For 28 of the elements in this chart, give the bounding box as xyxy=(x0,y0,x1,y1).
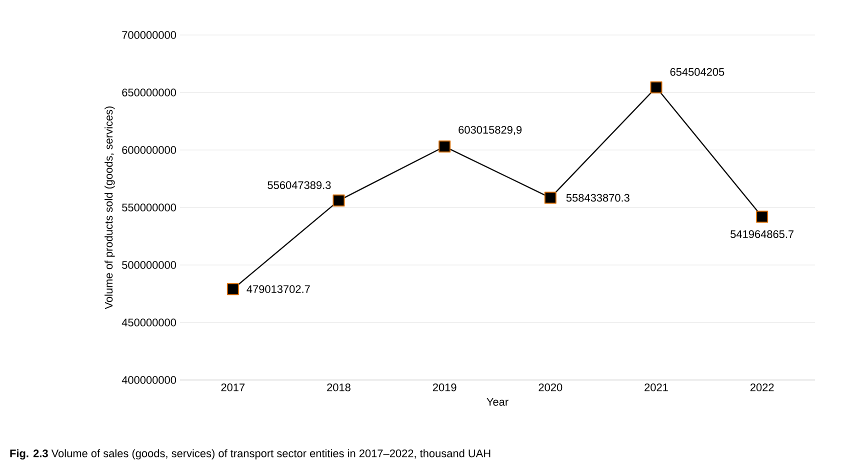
x-tick-label: 2021 xyxy=(644,384,668,392)
point xyxy=(438,140,451,153)
x-tick-label: 2019 xyxy=(432,384,456,392)
point xyxy=(544,192,556,204)
y-tick-label: 550000000 xyxy=(122,204,176,212)
data-label: 558433870.3 xyxy=(566,194,630,202)
y-tick-label: 650000000 xyxy=(122,88,176,96)
data-label: 556047389.3 xyxy=(268,181,331,190)
y-axis-title: Volume of products sold (goods, services) xyxy=(104,106,115,310)
y-tick-label: 450000000 xyxy=(122,318,176,326)
y-tick-label: 400000000 xyxy=(122,376,176,384)
point xyxy=(650,81,662,94)
point xyxy=(226,283,239,296)
point xyxy=(756,210,768,223)
data-label: 479013702.7 xyxy=(246,285,310,294)
data-label: 603015829,9 xyxy=(458,126,522,136)
x-tick-label: 2017 xyxy=(221,384,245,392)
y-tick-label: 700000000 xyxy=(122,31,176,39)
x-tick-label: 2020 xyxy=(538,384,562,392)
data-label: 541964865.7 xyxy=(730,230,794,238)
y-tick-label: 600000000 xyxy=(122,146,176,154)
point xyxy=(332,194,345,207)
x-tick-label: 2022 xyxy=(750,384,774,392)
y-tick-label: 500000000 xyxy=(122,261,176,269)
x-tick-label: 2018 xyxy=(327,384,350,392)
text: Fig. 2.3 Volume of sales (goods, services) of transport sector entities in 2017–2022, thousand UAH xyxy=(10,449,490,460)
x-axis-title: Year xyxy=(486,398,508,406)
data-label: 654504205 xyxy=(670,68,724,76)
